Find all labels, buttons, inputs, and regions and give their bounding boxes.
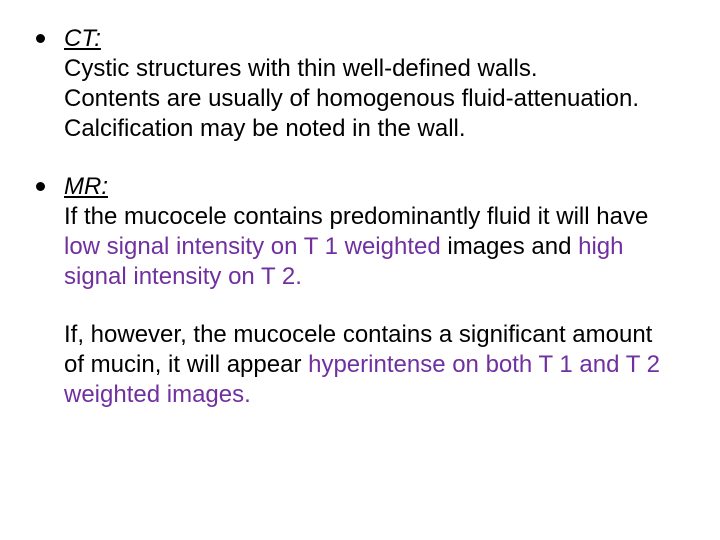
ct-line-2: Contents are usually of homogenous fluid… xyxy=(64,85,639,112)
mr-heading: MR: xyxy=(64,173,108,200)
mr-p1-hl1: low signal intensity on T 1 weighted xyxy=(64,233,441,260)
ct-heading: CT: xyxy=(64,25,101,52)
mr-p1-mid: images and xyxy=(441,233,578,260)
slide: CT: Cystic structures with thin well-def… xyxy=(0,0,720,540)
mr-para1: If the mucocele contains predominantly f… xyxy=(64,203,648,290)
bullet-list: CT: Cystic structures with thin well-def… xyxy=(28,24,670,292)
list-item-ct: CT: Cystic structures with thin well-def… xyxy=(28,24,670,144)
mr-para2: If, however, the mucocele contains a sig… xyxy=(28,320,670,410)
mr-p1-pre: If the mucocele contains predominantly f… xyxy=(64,203,648,230)
ct-line-1: Cystic structures with thin well-defined… xyxy=(64,55,538,82)
list-item-mr: MR: If the mucocele contains predominant… xyxy=(28,172,670,292)
ct-line-3: Calcification may be noted in the wall. xyxy=(64,115,466,142)
